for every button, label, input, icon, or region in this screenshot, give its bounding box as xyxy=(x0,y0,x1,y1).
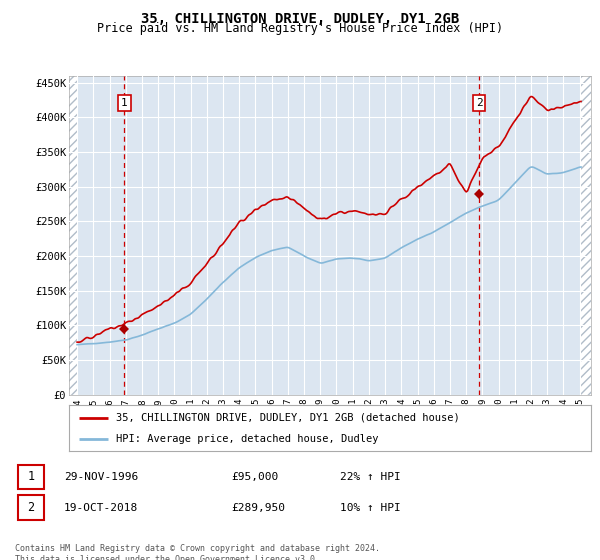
Bar xyxy=(580,76,591,395)
Text: HPI: Average price, detached house, Dudley: HPI: Average price, detached house, Dudl… xyxy=(116,434,379,444)
Text: 1: 1 xyxy=(121,98,128,108)
Bar xyxy=(69,76,77,395)
Text: Price paid vs. HM Land Registry's House Price Index (HPI): Price paid vs. HM Land Registry's House … xyxy=(97,22,503,35)
Text: 2: 2 xyxy=(476,98,482,108)
Text: 19-OCT-2018: 19-OCT-2018 xyxy=(64,502,138,512)
Text: 22% ↑ HPI: 22% ↑ HPI xyxy=(340,472,401,482)
Text: 35, CHILLINGTON DRIVE, DUDLEY, DY1 2GB: 35, CHILLINGTON DRIVE, DUDLEY, DY1 2GB xyxy=(141,12,459,26)
FancyBboxPatch shape xyxy=(18,465,44,489)
Text: £95,000: £95,000 xyxy=(231,472,278,482)
Text: 29-NOV-1996: 29-NOV-1996 xyxy=(64,472,138,482)
Text: Contains HM Land Registry data © Crown copyright and database right 2024.
This d: Contains HM Land Registry data © Crown c… xyxy=(15,544,380,560)
Text: 35, CHILLINGTON DRIVE, DUDLEY, DY1 2GB (detached house): 35, CHILLINGTON DRIVE, DUDLEY, DY1 2GB (… xyxy=(116,413,460,423)
FancyBboxPatch shape xyxy=(18,496,44,520)
Text: 2: 2 xyxy=(27,501,34,514)
Text: 1: 1 xyxy=(27,470,34,483)
Text: 10% ↑ HPI: 10% ↑ HPI xyxy=(340,502,401,512)
Text: £289,950: £289,950 xyxy=(231,502,285,512)
